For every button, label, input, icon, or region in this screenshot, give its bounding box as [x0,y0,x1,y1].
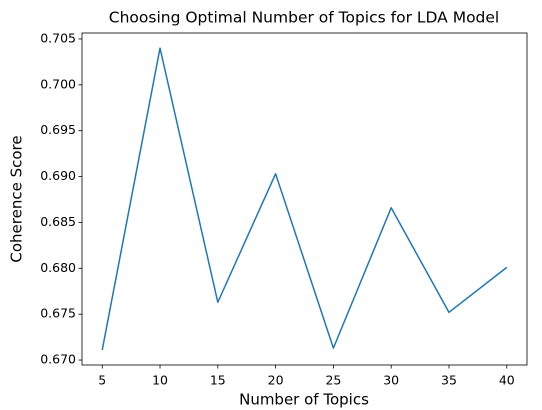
x-axis-label: Number of Topics [239,391,369,409]
x-tick-label: 30 [383,373,399,388]
x-tick-label: 40 [499,373,515,388]
y-tick-label: 0.680 [40,260,76,275]
line [101,47,508,351]
x-tick-label: 5 [98,373,106,388]
y-tick-label: 0.695 [40,122,76,137]
plot-frame [81,32,528,366]
y-tick-label: 0.685 [40,214,76,229]
y-tick-label: 0.670 [40,352,76,367]
x-tick-label: 25 [325,373,341,388]
x-tick-label: 10 [152,373,168,388]
y-tick-label: 0.675 [40,306,76,321]
x-tick-label: 20 [268,373,284,388]
y-tick-label: 0.700 [40,76,76,91]
chart-title: Choosing Optimal Number of Topics for LD… [109,9,500,27]
y-tick-label: 0.705 [40,30,76,45]
x-tick-label: 15 [210,373,226,388]
x-tick-label: 35 [441,373,457,388]
y-tick-label: 0.690 [40,168,76,183]
y-axis-label: Coherence Score [8,135,26,262]
